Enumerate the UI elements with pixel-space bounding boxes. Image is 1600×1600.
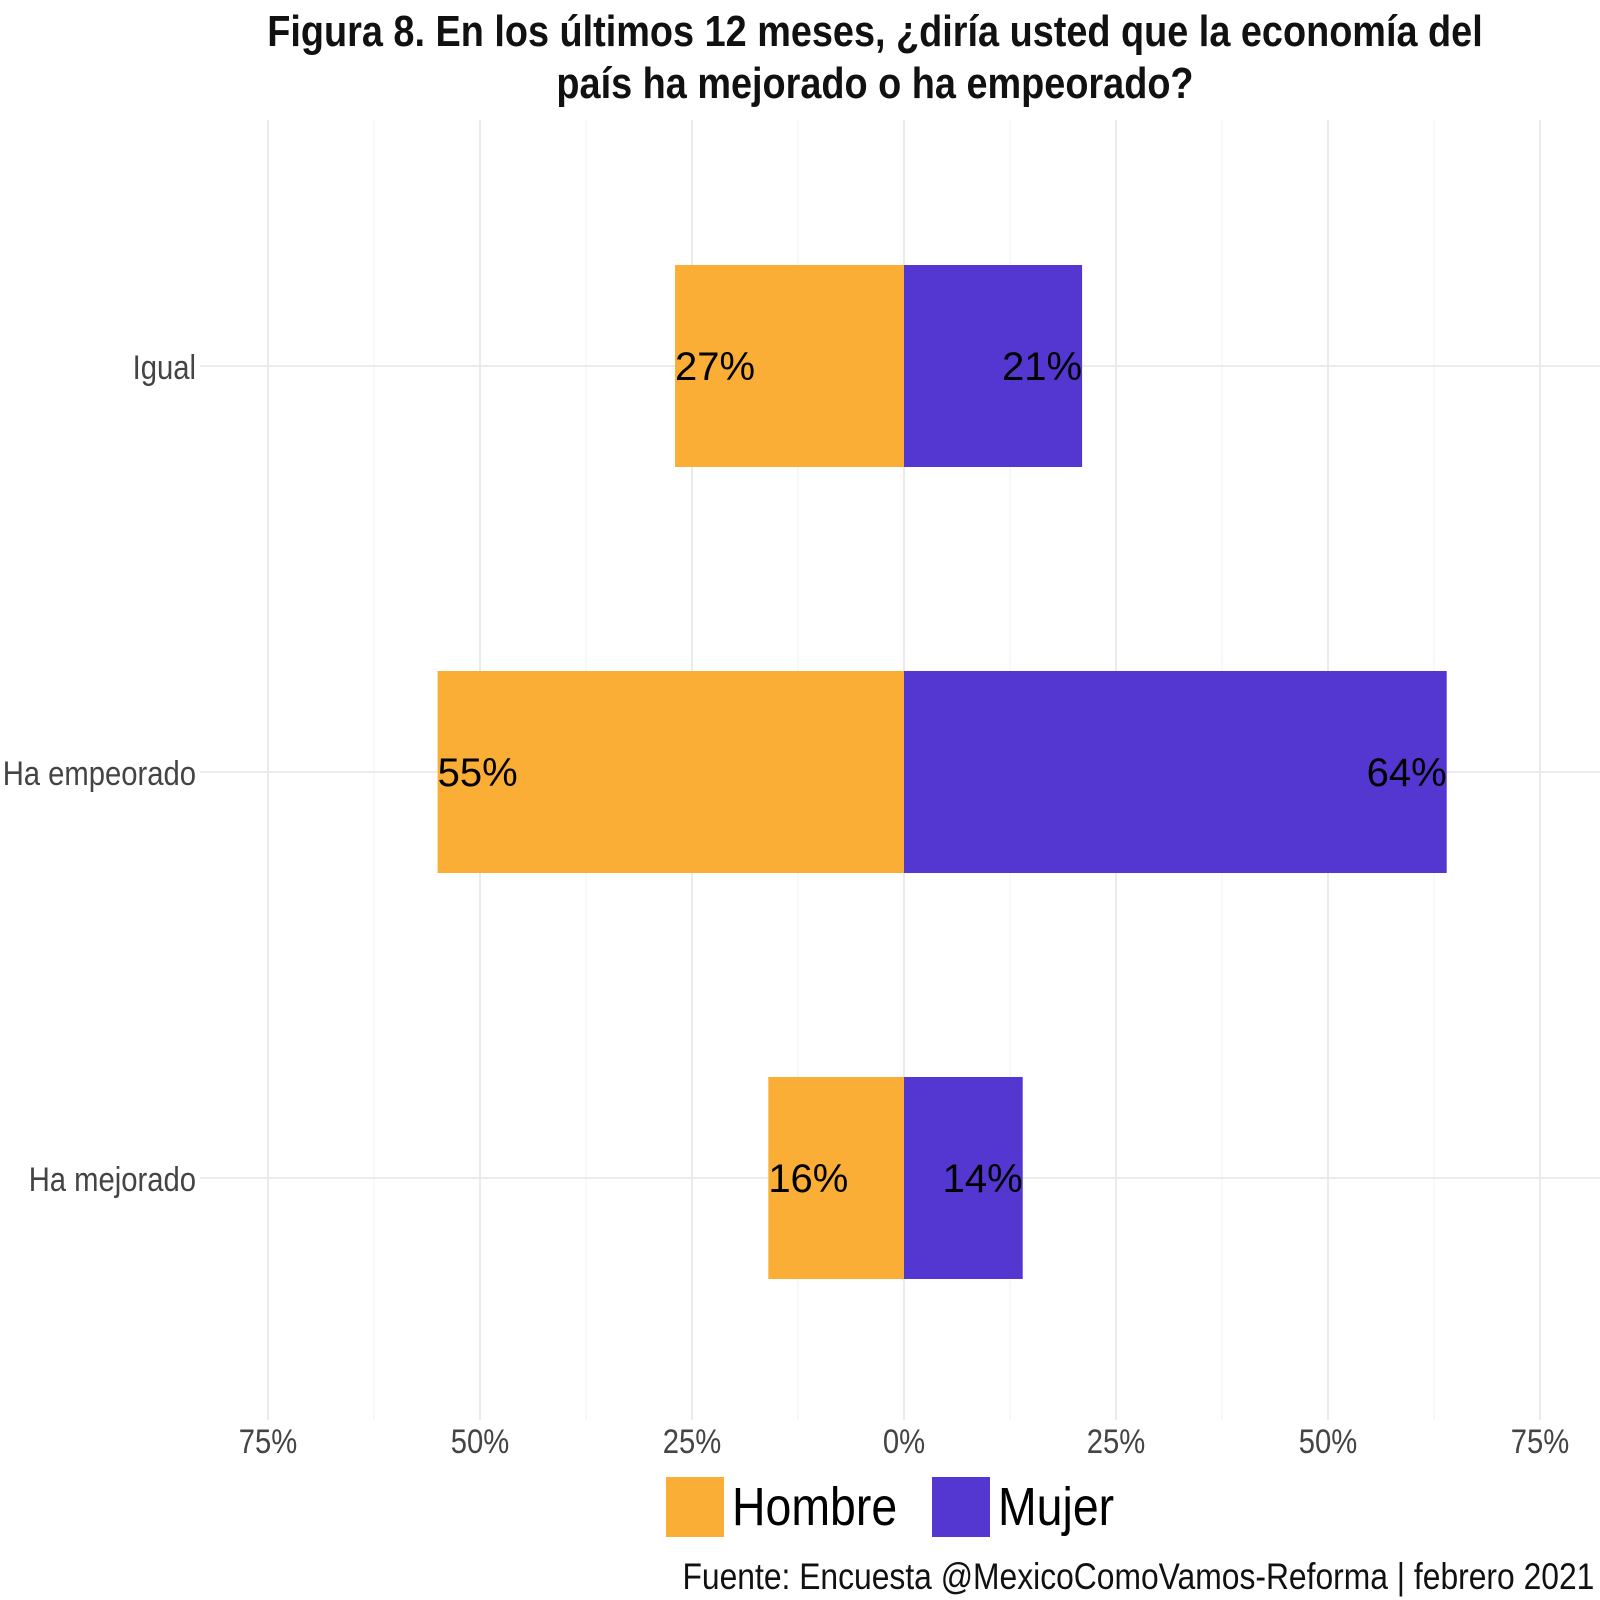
x-tick-label: 0%: [883, 1422, 925, 1460]
diverging-bar-chart: 27% 21% Igual 55% 64% Ha empeorado 16% 14% Ha me…: [3, 120, 1600, 1460]
legend-label-mujer: Mujer: [998, 1477, 1115, 1537]
chart-title: Figura 8. En los últimos 12 meses, ¿dirí…: [252, 6, 1499, 110]
category-label: Ha empeorado: [3, 754, 196, 793]
category-label: Ha mejorado: [29, 1160, 196, 1199]
data-label-mujer-2: 64%: [1367, 751, 1447, 795]
x-tick-label: 25%: [1087, 1422, 1145, 1460]
chart-title-line-2: país ha mejorado o ha empeorado?: [556, 59, 1194, 108]
bar-hombre-2: [437, 671, 904, 873]
legend: Hombre Mujer: [666, 1476, 1141, 1538]
bar-mujer-3: [904, 1077, 1023, 1279]
data-label-mujer-1: 21%: [1002, 345, 1082, 389]
data-label-hombre-3: 16%: [768, 1157, 848, 1201]
legend-swatch-hombre: [666, 1477, 724, 1537]
legend-label-hombre: Hombre: [732, 1477, 898, 1537]
legend-item-hombre: Hombre: [666, 1476, 924, 1538]
category-label: Igual: [133, 348, 196, 387]
x-tick-label: 50%: [1299, 1422, 1357, 1460]
x-tick-label: 25%: [663, 1422, 721, 1460]
chart-title-line-1: Figura 8. En los últimos 12 meses, ¿dirí…: [267, 7, 1483, 56]
x-tick-label: 75%: [239, 1422, 297, 1460]
bar-mujer-2: [904, 671, 1447, 873]
bar-hombre-3: [768, 1077, 904, 1279]
x-tick-label: 75%: [1511, 1422, 1569, 1460]
data-label-hombre-2: 55%: [438, 751, 518, 795]
bar-mujer-1: [904, 265, 1083, 467]
legend-item-mujer: Mujer: [932, 1476, 1133, 1538]
data-label-mujer-3: 14%: [943, 1157, 1023, 1201]
x-tick-label: 50%: [451, 1422, 509, 1460]
source-note: Fuente: Encuesta @MexicoComoVamos-Reform…: [682, 1556, 1594, 1597]
bar-hombre-1: [675, 265, 904, 467]
legend-swatch-mujer: [932, 1477, 991, 1537]
data-label-hombre-1: 27%: [675, 345, 755, 389]
